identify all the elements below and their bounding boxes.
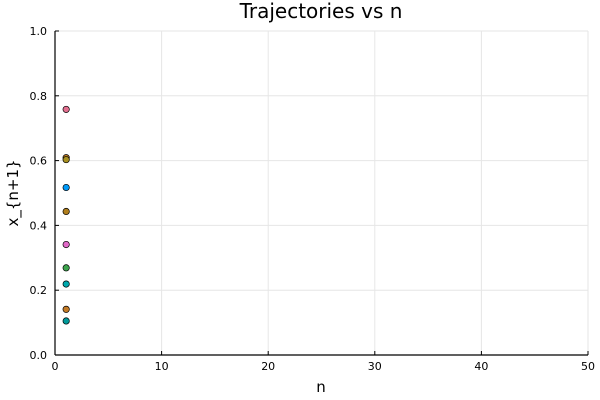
- x-tick-label: 50: [581, 360, 595, 373]
- x-axis-label: n: [316, 378, 326, 396]
- data-point: [62, 156, 70, 164]
- data-points: [62, 105, 70, 325]
- y-ticks: 0.0 0.2 0.4 0.6 0.8 1.0: [30, 25, 59, 362]
- data-point: [62, 240, 70, 249]
- chart-title: Trajectories vs n: [239, 0, 403, 23]
- x-tick-label: 0: [52, 360, 59, 373]
- data-point: [62, 105, 70, 113]
- x-tick-label: 40: [474, 360, 488, 373]
- data-point: [62, 264, 70, 272]
- y-tick-label: 0.0: [30, 349, 48, 362]
- data-point: [62, 305, 70, 313]
- x-tick-label: 30: [368, 360, 382, 373]
- x-tick-label: 20: [261, 360, 275, 373]
- x-ticks: 0 10 20 30 40 50: [52, 351, 595, 373]
- y-tick-label: 0.6: [30, 155, 48, 168]
- grid: [54, 30, 589, 356]
- y-axis-label: x_{n+1}: [4, 159, 23, 226]
- data-point: [62, 183, 70, 192]
- y-tick-label: 0.2: [30, 284, 48, 297]
- y-tick-label: 0.8: [30, 90, 48, 103]
- y-tick-label: 0.4: [30, 219, 48, 232]
- x-tick-label: 10: [155, 360, 169, 373]
- data-point: [62, 317, 70, 325]
- data-point: [62, 207, 70, 216]
- data-point: [62, 280, 70, 288]
- y-tick-label: 1.0: [30, 25, 48, 38]
